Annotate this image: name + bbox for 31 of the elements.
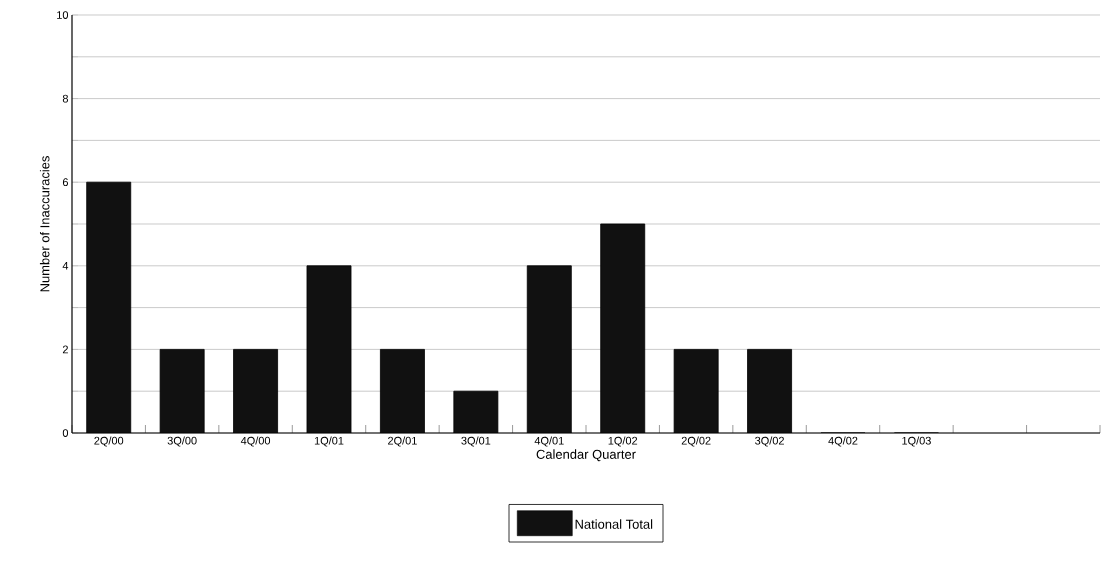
bar [600,224,645,433]
x-tick-label: 3Q/01 [461,436,491,447]
bar [86,182,131,433]
x-axis-title: Calendar Quarter [536,449,636,462]
y-tick-label: 8 [62,94,68,103]
y-tick-label: 2 [62,345,68,354]
x-tick-label: 2Q/02 [681,436,711,447]
bar [233,349,278,433]
bar [160,349,205,433]
bar [747,349,792,433]
x-tick-label: 2Q/01 [388,436,417,447]
y-tick-label: 10 [57,11,69,19]
x-tick-label: 4Q/01 [534,436,564,447]
x-tick-label: 1Q/03 [902,436,931,447]
y-tick-label: 0 [62,429,69,437]
bar [527,265,572,433]
bar [674,349,719,433]
y-tick-label: 6 [62,178,68,187]
x-tick-label: 2Q/00 [94,436,124,447]
y-tick-label: 4 [62,262,69,270]
bar [306,265,352,433]
x-tick-label: 1Q/01 [314,436,344,447]
x-tick-label: 3Q/00 [167,436,197,447]
x-tick-label: 1Q/02 [608,436,638,447]
x-tick-label: 3Q/02 [755,436,784,447]
x-tick-label: 4Q/00 [240,436,271,447]
y-axis-title: Number of Inaccuracies [39,156,50,292]
x-tick-label: 4Q/02 [828,436,858,447]
bar [453,391,498,433]
legend-label: National Total [575,519,653,529]
bar [380,349,425,433]
